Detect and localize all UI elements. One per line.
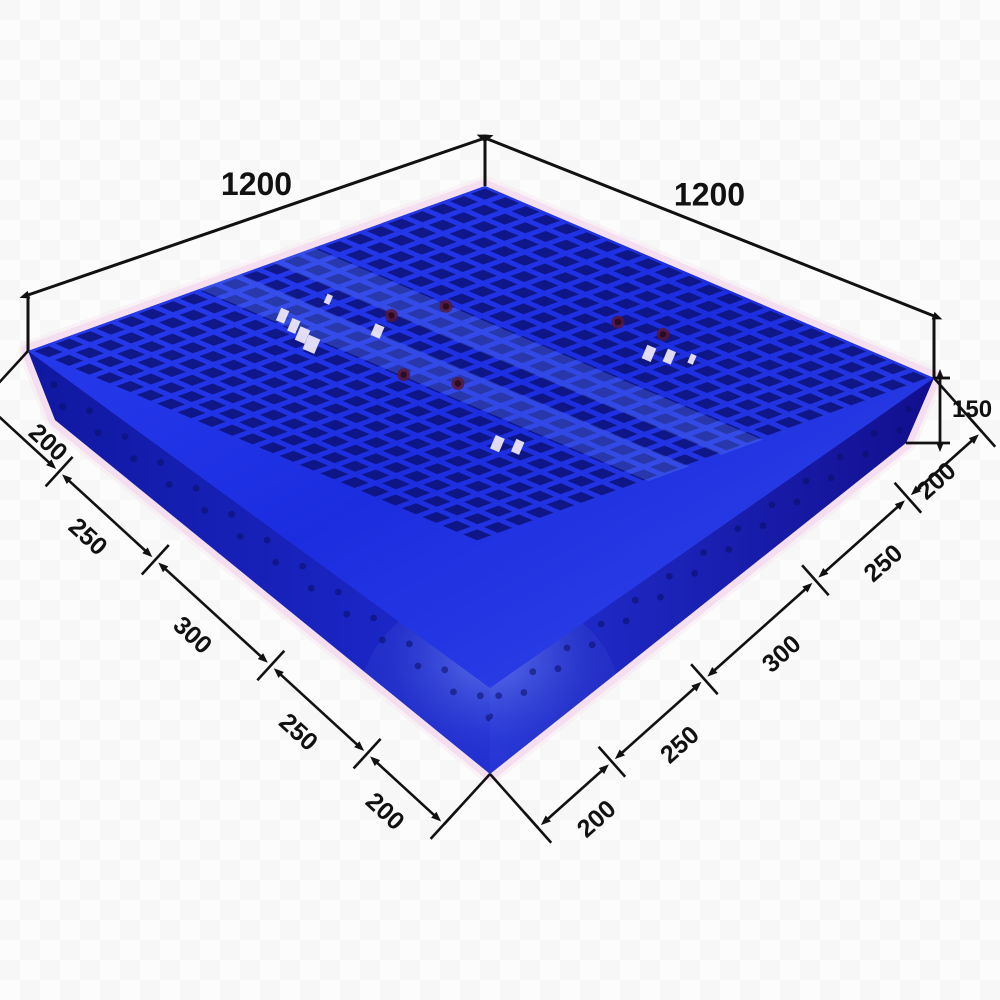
svg-text:150: 150 (952, 396, 992, 423)
svg-text:1200: 1200 (674, 176, 745, 212)
svg-text:1200: 1200 (221, 166, 292, 202)
